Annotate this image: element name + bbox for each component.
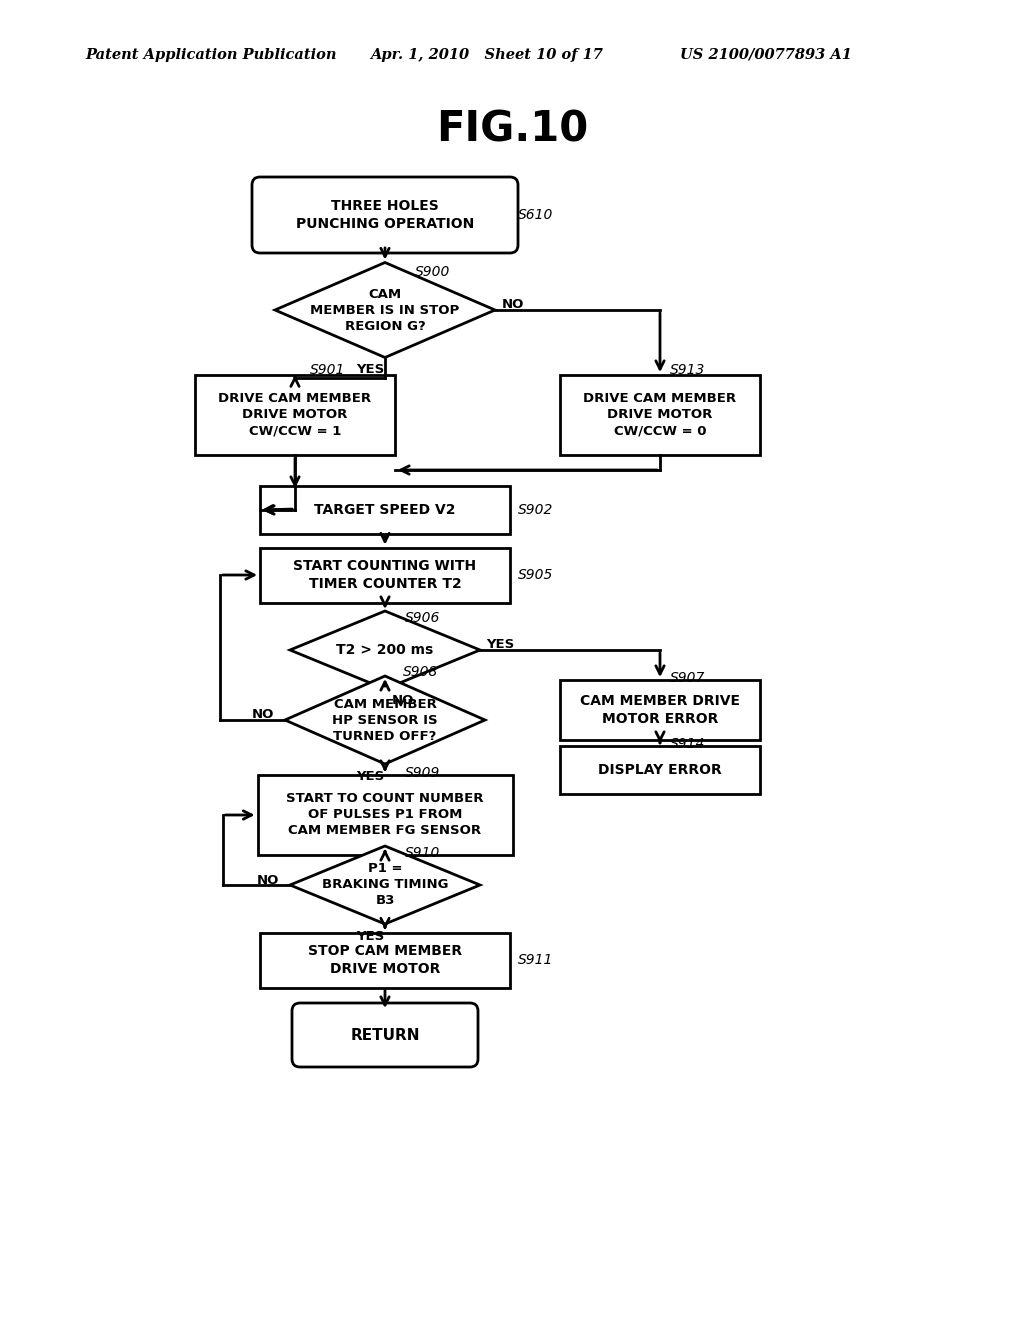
FancyBboxPatch shape xyxy=(292,1003,478,1067)
Text: DRIVE CAM MEMBER
DRIVE MOTOR
CW/CCW = 0: DRIVE CAM MEMBER DRIVE MOTOR CW/CCW = 0 xyxy=(584,392,736,437)
Text: RETURN: RETURN xyxy=(350,1027,420,1043)
Text: START COUNTING WITH
TIMER COUNTER T2: START COUNTING WITH TIMER COUNTER T2 xyxy=(294,560,476,590)
Text: FIG.10: FIG.10 xyxy=(436,110,588,150)
Text: CAM MEMBER
HP SENSOR IS
TURNED OFF?: CAM MEMBER HP SENSOR IS TURNED OFF? xyxy=(332,697,438,742)
Text: US 2100/0077893 A1: US 2100/0077893 A1 xyxy=(680,48,852,62)
Text: Patent Application Publication: Patent Application Publication xyxy=(85,48,337,62)
Text: T2 > 200 ms: T2 > 200 ms xyxy=(336,643,433,657)
Bar xyxy=(260,932,510,987)
Text: YES: YES xyxy=(356,929,384,942)
Text: S911: S911 xyxy=(518,953,553,968)
Text: NO: NO xyxy=(392,694,414,708)
Bar xyxy=(260,548,510,602)
Polygon shape xyxy=(290,611,480,689)
Text: YES: YES xyxy=(485,639,514,652)
Text: TARGET SPEED V2: TARGET SPEED V2 xyxy=(314,503,456,517)
Bar xyxy=(560,746,760,795)
Text: NO: NO xyxy=(502,298,524,312)
Polygon shape xyxy=(285,676,485,764)
Text: S913: S913 xyxy=(670,363,706,378)
Bar xyxy=(195,375,395,455)
Text: S909: S909 xyxy=(406,766,440,780)
Bar xyxy=(260,486,510,535)
Text: P1 =
BRAKING TIMING
B3: P1 = BRAKING TIMING B3 xyxy=(322,862,449,908)
Text: S902: S902 xyxy=(518,503,553,517)
Text: DISPLAY ERROR: DISPLAY ERROR xyxy=(598,763,722,777)
Text: THREE HOLES
PUNCHING OPERATION: THREE HOLES PUNCHING OPERATION xyxy=(296,199,474,231)
Text: START TO COUNT NUMBER
OF PULSES P1 FROM
CAM MEMBER FG SENSOR: START TO COUNT NUMBER OF PULSES P1 FROM … xyxy=(287,792,483,837)
Text: S610: S610 xyxy=(518,209,553,222)
Bar xyxy=(257,775,512,855)
Text: S910: S910 xyxy=(406,846,440,861)
Text: S907: S907 xyxy=(670,671,706,685)
Text: S905: S905 xyxy=(518,568,553,582)
Text: STOP CAM MEMBER
DRIVE MOTOR: STOP CAM MEMBER DRIVE MOTOR xyxy=(308,944,462,975)
Text: YES: YES xyxy=(356,363,384,376)
Text: S901: S901 xyxy=(310,363,345,378)
Bar xyxy=(560,680,760,741)
Text: YES: YES xyxy=(356,770,384,783)
Text: CAM
MEMBER IS IN STOP
REGION G?: CAM MEMBER IS IN STOP REGION G? xyxy=(310,288,460,333)
Text: Apr. 1, 2010   Sheet 10 of 17: Apr. 1, 2010 Sheet 10 of 17 xyxy=(370,48,603,62)
Text: NO: NO xyxy=(252,709,274,722)
Text: S914: S914 xyxy=(670,737,706,751)
Text: S900: S900 xyxy=(415,265,451,279)
Bar xyxy=(560,375,760,455)
Text: NO: NO xyxy=(257,874,280,887)
Text: DRIVE CAM MEMBER
DRIVE MOTOR
CW/CCW = 1: DRIVE CAM MEMBER DRIVE MOTOR CW/CCW = 1 xyxy=(218,392,372,437)
FancyBboxPatch shape xyxy=(252,177,518,253)
Text: S906: S906 xyxy=(406,611,440,624)
Text: S908: S908 xyxy=(403,665,438,678)
Text: CAM MEMBER DRIVE
MOTOR ERROR: CAM MEMBER DRIVE MOTOR ERROR xyxy=(580,694,740,726)
Polygon shape xyxy=(290,846,480,924)
Polygon shape xyxy=(275,263,495,358)
